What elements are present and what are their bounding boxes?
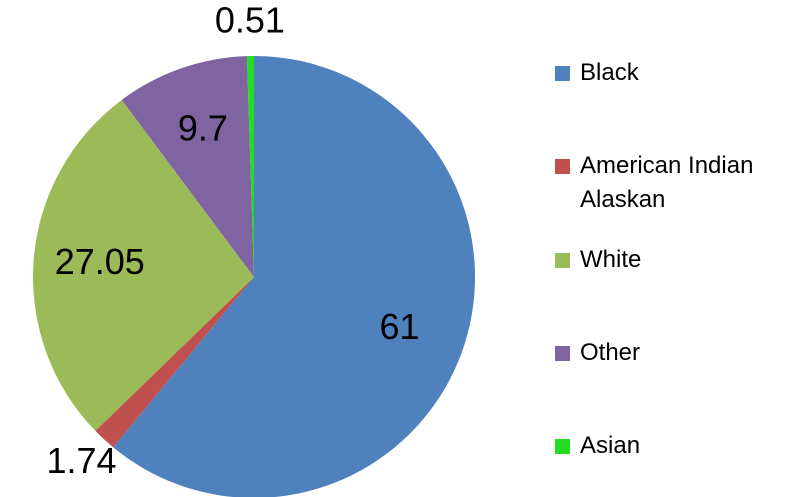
legend-label: American Indian Alaskan — [580, 152, 754, 213]
legend-swatch — [555, 159, 570, 174]
legend-item: Black — [555, 56, 805, 90]
legend-swatch — [555, 439, 570, 454]
legend-label: White — [580, 246, 642, 273]
data-label: 61 — [380, 306, 420, 347]
data-label: 0.51 — [215, 0, 285, 40]
pie-slice — [32, 99, 254, 431]
legend-swatch — [555, 346, 570, 361]
legend-item: Other — [555, 336, 805, 370]
pie-slice — [113, 56, 475, 497]
data-label: 27.05 — [55, 241, 145, 282]
legend-label: Other — [580, 339, 641, 366]
legend-label: Black — [580, 59, 639, 86]
legend-item: White — [555, 243, 805, 277]
legend-swatch — [555, 66, 570, 81]
pie-slice — [246, 56, 254, 277]
data-label: 1.74 — [47, 440, 117, 481]
data-label: 9.7 — [178, 108, 228, 149]
legend-label: Asian — [580, 432, 641, 459]
legend-item: Asian — [555, 429, 805, 463]
pie-slice — [95, 277, 255, 448]
legend-item: American Indian Alaskan — [555, 149, 805, 217]
pie-slice — [121, 56, 254, 277]
legend-swatch — [555, 253, 570, 268]
